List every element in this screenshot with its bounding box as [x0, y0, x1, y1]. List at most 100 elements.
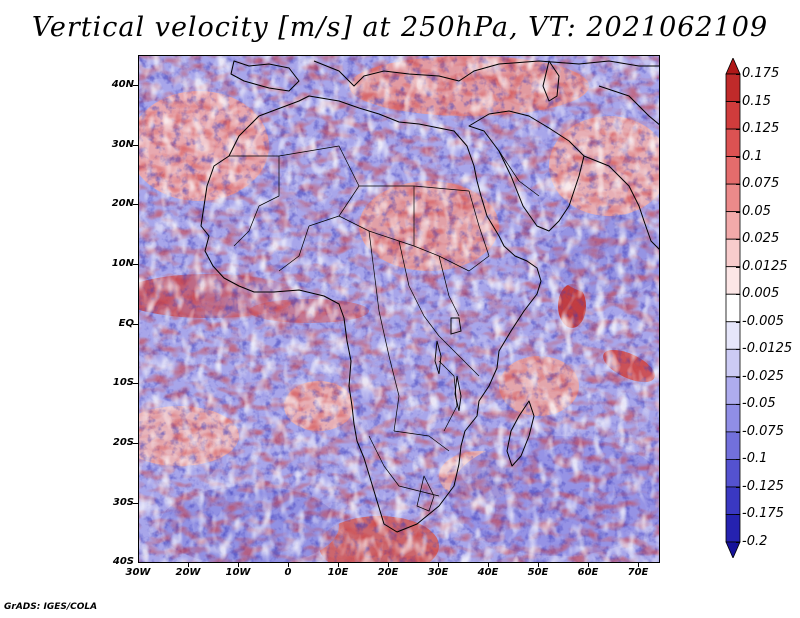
colorbar-label: 0.15	[742, 93, 771, 109]
velocity-field	[139, 56, 659, 562]
colorbar-cell	[725, 514, 741, 543]
colorbar-tick	[736, 156, 740, 158]
lat-tick	[133, 503, 138, 504]
colorbar-cell	[725, 156, 741, 185]
colorbar-label: -0.175	[742, 506, 784, 522]
field-texture-white	[139, 56, 659, 562]
colorbar-label: -0.125	[742, 478, 784, 494]
colorbar-cells	[725, 58, 741, 558]
colorbar-tick	[736, 486, 740, 488]
lat-label-20n: 20N	[111, 198, 134, 209]
colorbar-cell	[725, 238, 741, 268]
colorbar-tick	[736, 431, 740, 433]
credit-text: GrADS: IGES/COLA	[4, 602, 98, 612]
lat-label-20s: 20S	[112, 437, 134, 448]
colorbar-tick	[736, 266, 740, 268]
colorbar-tick	[736, 542, 740, 543]
lat-label-30n: 30N	[111, 139, 134, 150]
colorbar-tick	[736, 404, 740, 406]
lon-tick	[488, 563, 489, 567]
lon-tick	[388, 563, 389, 567]
colorbar-cell	[725, 183, 741, 213]
colorbar-label: -0.0125	[742, 341, 793, 357]
colorbar-cell	[725, 348, 741, 378]
lon-label-70e: 70E	[627, 567, 649, 578]
colorbar-cell	[725, 211, 741, 240]
lon-tick	[188, 563, 189, 567]
lat-label-30s: 30S	[112, 497, 134, 508]
lon-label-0: 0	[284, 567, 292, 578]
lon-label-30w: 30W	[125, 567, 151, 578]
lat-label-eq: EQ	[118, 318, 134, 329]
lon-tick	[288, 563, 289, 567]
borders	[229, 145, 540, 512]
colorbar-tick	[736, 129, 740, 131]
lakes	[434, 317, 462, 412]
colorbar-tick	[736, 184, 740, 186]
lat-label-10n: 10N	[111, 258, 134, 269]
lat-tick	[133, 204, 138, 205]
lat-label-10s: 10S	[112, 377, 134, 388]
colorbar-tick	[736, 514, 740, 516]
colorbar-cell	[725, 58, 741, 75]
lon-label-20e: 20E	[377, 567, 399, 578]
lon-label-10w: 10W	[225, 567, 251, 578]
colorbar-cell	[725, 431, 741, 460]
colorbar-tick	[736, 459, 740, 461]
lon-label-30e: 30E	[427, 567, 449, 578]
colorbar-label: 0.05	[742, 203, 771, 219]
lat-tick	[133, 145, 138, 146]
lon-tick	[588, 563, 589, 567]
lon-tick	[338, 563, 339, 567]
colorbar-label: 0.125	[742, 121, 780, 137]
lat-label-40s: 40S	[112, 556, 134, 567]
lat-tick	[133, 383, 138, 384]
colorbar-cell	[725, 101, 741, 130]
lon-label-20w: 20W	[175, 567, 201, 578]
lat-tick	[133, 264, 138, 265]
colorbar-cell	[725, 459, 741, 488]
colorbar-tick	[736, 211, 740, 213]
colorbar-label: 0.1	[742, 148, 763, 164]
colorbar-cell	[725, 403, 741, 433]
lon-tick	[438, 563, 439, 567]
colorbar-label: 0.075	[742, 176, 780, 192]
map-title: Vertical velocity [m/s] at 250hPa, VT: 2…	[31, 12, 769, 43]
colorbar-cell	[725, 486, 741, 515]
colorbar-label: 0.175	[742, 66, 780, 81]
colorbar-label: -0.1	[742, 451, 768, 467]
lon-label-10e: 10E	[327, 567, 349, 578]
colorbar-tick	[736, 349, 740, 351]
colorbar-label: -0.075	[742, 423, 784, 439]
colorbar-tick	[736, 239, 740, 241]
colorbar-label: 0.005	[742, 286, 780, 302]
colorbar	[725, 58, 741, 558]
map-panel	[138, 55, 660, 563]
lon-label-60e: 60E	[577, 567, 599, 578]
colorbar-cell	[725, 293, 741, 323]
lat-tick	[133, 443, 138, 444]
colorbar-tick	[736, 321, 740, 323]
colorbar-tick	[736, 74, 740, 75]
lon-tick	[638, 563, 639, 567]
colorbar-label: -0.005	[742, 313, 784, 329]
lon-label-50e: 50E	[527, 567, 549, 578]
lon-tick	[538, 563, 539, 567]
colorbar-label: 0.025	[742, 231, 780, 247]
colorbar-cell	[725, 541, 741, 558]
lat-tick	[133, 324, 138, 325]
coastlines	[200, 60, 659, 533]
colorbar-label: -0.025	[742, 368, 784, 384]
colorbar-cell	[725, 321, 741, 350]
colorbar-label: -0.05	[742, 396, 776, 412]
lon-tick	[238, 563, 239, 567]
colorbar-cell	[725, 266, 741, 295]
colorbar-tick	[736, 101, 740, 103]
colorbar-cell	[725, 128, 741, 157]
colorbar-cell	[725, 376, 741, 405]
lon-label-40e: 40E	[477, 567, 499, 578]
colorbar-tick	[736, 376, 740, 378]
lat-tick	[133, 85, 138, 86]
colorbar-label: 0.0125	[742, 258, 788, 274]
colorbar-tick	[736, 294, 740, 296]
